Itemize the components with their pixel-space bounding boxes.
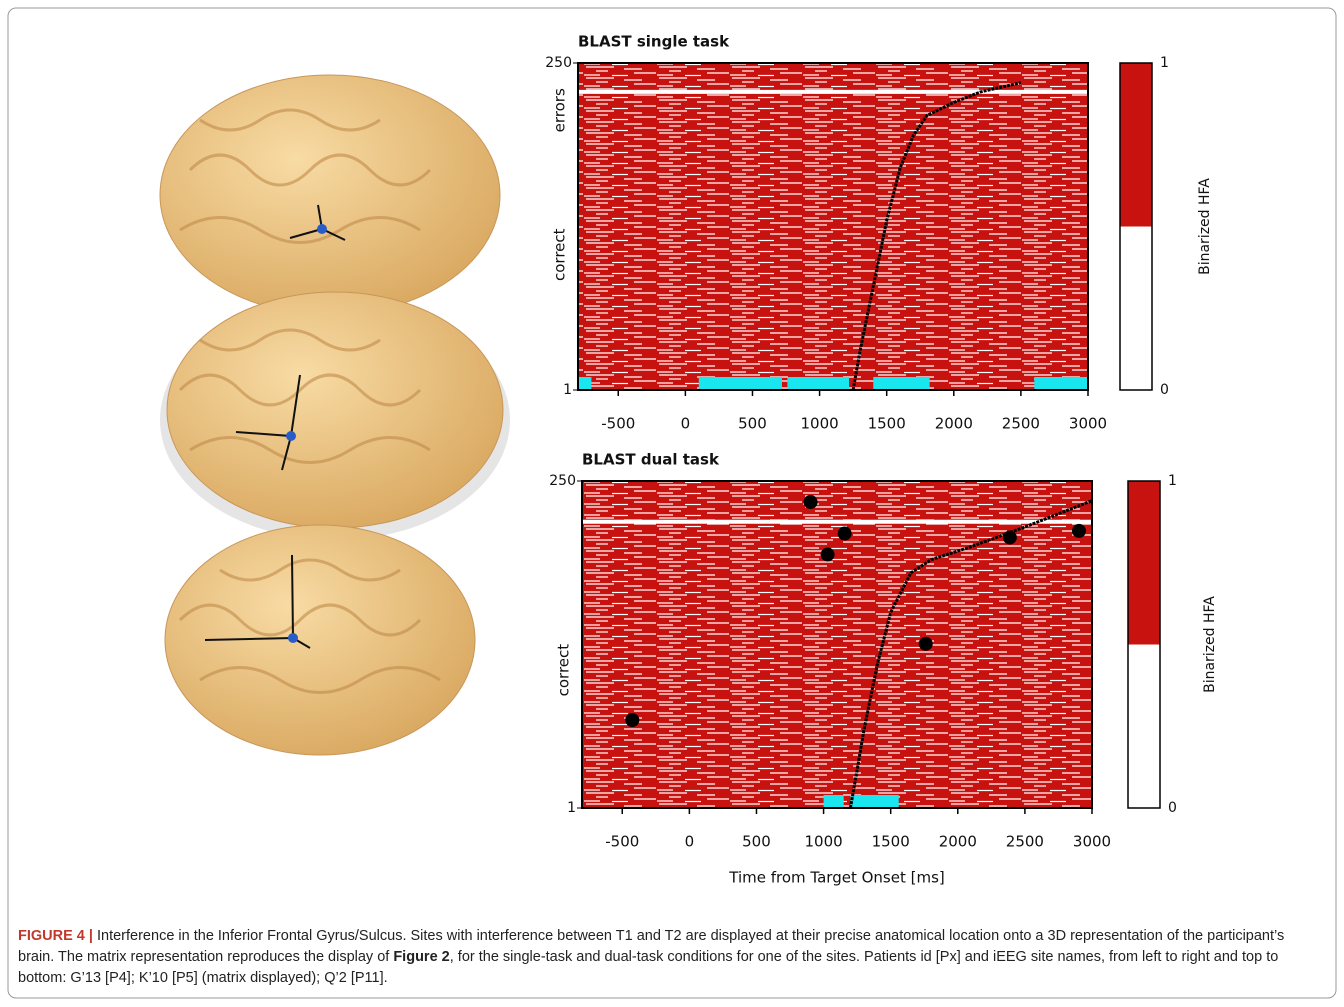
figure: BLAST single task-5000500100015002000250… bbox=[0, 0, 1344, 1007]
probe-dot bbox=[821, 548, 835, 562]
probe-dot bbox=[804, 495, 818, 509]
caption: FIGURE 4 | Interference in the Inferior … bbox=[18, 926, 1323, 989]
y-tick-label: 250 bbox=[545, 55, 572, 71]
x-tick-label: 0 bbox=[685, 833, 695, 851]
x-tick-label: 2000 bbox=[935, 415, 973, 433]
row-label: correct bbox=[555, 644, 573, 697]
y-tick-label: 1 bbox=[567, 800, 576, 816]
colorbar-tick-label: 0 bbox=[1160, 382, 1169, 398]
probe-dot bbox=[625, 713, 639, 727]
x-tick-label: -500 bbox=[601, 415, 635, 433]
x-tick-label: 500 bbox=[738, 415, 767, 433]
colorbar-tick-label: 1 bbox=[1168, 473, 1177, 489]
x-tick-label: 3000 bbox=[1069, 415, 1107, 433]
probe-dot bbox=[919, 637, 933, 651]
probe-dot bbox=[1072, 524, 1086, 538]
significance-interval bbox=[699, 377, 782, 390]
x-tick-label: 0 bbox=[681, 415, 691, 433]
brains bbox=[160, 75, 510, 755]
significance-interval bbox=[1034, 377, 1088, 390]
significance-interval bbox=[824, 795, 844, 808]
significance-interval bbox=[787, 377, 849, 390]
significance-interval bbox=[850, 795, 898, 808]
colorbar-label: Binarized HFA bbox=[1197, 178, 1213, 275]
x-tick-label: 2000 bbox=[939, 833, 977, 851]
colorbar-tick-label: 1 bbox=[1160, 55, 1169, 71]
y-tick-label: 250 bbox=[549, 473, 576, 489]
x-tick-label: -500 bbox=[605, 833, 639, 851]
y-tick-label: 1 bbox=[563, 382, 572, 398]
colorbar-high bbox=[1128, 481, 1160, 645]
x-tick-label: 1000 bbox=[800, 415, 838, 433]
probe-dot bbox=[838, 527, 852, 541]
probe-dot bbox=[1003, 530, 1017, 544]
panel-title: BLAST dual task bbox=[582, 451, 720, 469]
page: {"chart_data": [ {"type": "raster", "tit… bbox=[0, 0, 1344, 1007]
colorbar-label: Binarized HFA bbox=[1202, 596, 1218, 693]
x-tick-label: 2500 bbox=[1002, 415, 1040, 433]
x-tick-label: 500 bbox=[742, 833, 771, 851]
caption-label: FIGURE 4 | bbox=[18, 928, 93, 944]
panel-title: BLAST single task bbox=[578, 33, 730, 51]
x-tick-label: 2500 bbox=[1006, 833, 1044, 851]
x-tick-label: 1000 bbox=[804, 833, 842, 851]
row-label: errors bbox=[551, 88, 569, 132]
colorbar-high bbox=[1120, 63, 1152, 227]
x-axis-label: Time from Target Onset [ms] bbox=[728, 869, 944, 887]
caption-ref: Figure 2 bbox=[393, 949, 449, 965]
significance-interval bbox=[578, 377, 591, 390]
colorbar-tick-label: 0 bbox=[1168, 800, 1177, 816]
x-tick-label: 1500 bbox=[868, 415, 906, 433]
raster-matrix bbox=[578, 63, 1088, 390]
row-label: correct bbox=[551, 228, 569, 281]
x-tick-label: 1500 bbox=[872, 833, 910, 851]
x-tick-label: 3000 bbox=[1073, 833, 1111, 851]
significance-interval bbox=[873, 377, 929, 390]
